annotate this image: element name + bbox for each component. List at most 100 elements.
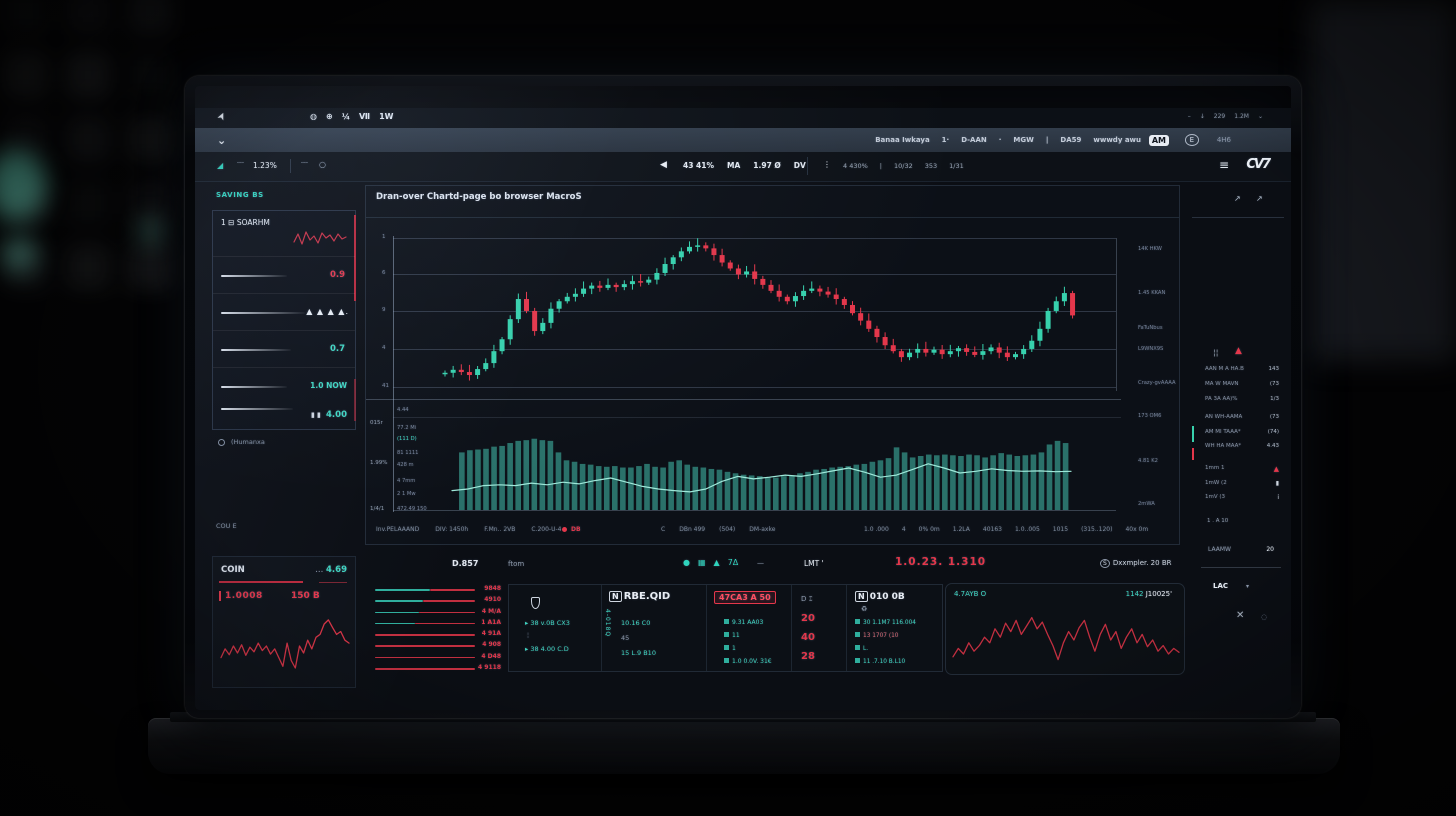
stat-row[interactable]: 1mm 1 ▲ [1205,465,1279,473]
signal-icon[interactable]: ◢ [217,161,224,170]
depth-row[interactable]: 4 908 [375,640,501,651]
teal-glow-right [138,218,164,244]
close-icon[interactable]: ✕ [1236,610,1245,621]
clock-icon [218,438,225,446]
stat-label: AN WH-AAMA [1205,414,1243,420]
watchlist-row-4[interactable]: 0.7 [213,331,355,368]
sidebar-dropdown[interactable]: LAC ▾ [1213,582,1249,590]
toolbar-right-item[interactable]: 10/32 [894,162,913,170]
position-row[interactable]: ▸ 38 v.0B CX3 [525,619,570,627]
status-group-right: 1.0 .000 4 0% 0m 1.2LA 40163 1.0..005 1015 (315… [864,522,1148,536]
nav-menu-item[interactable]: wwwdy awu [1093,136,1141,144]
region-badge[interactable]: E [1184,134,1199,146]
stat-row[interactable]: 1mW (2 ▮ [1205,480,1279,487]
depth-row[interactable]: 4910 [375,595,501,606]
nav-menu-item[interactable]: | [1045,136,1049,144]
sparkline-panel[interactable]: 4.7AYB O 1142 J10025' [945,583,1185,675]
chevron-down-icon[interactable]: ⌄ [217,133,227,147]
depth-list: 9848 4910 4 M/A 1 A1A 4 91A 4 908 4 D48 4 9118 [375,584,501,674]
circle-tool-icon[interactable]: ○ [319,160,326,169]
toolbar-right-item[interactable]: 4 430% [843,162,868,170]
title-divider [366,217,1179,218]
toolbar-center-item[interactable]: DV [793,161,806,170]
laptop: ➤ ◍ ⊕ ¼ Ⅶ 1W – ↓ 229 1.2M ⌄ ⌄ Banaa Iwkaya 1· D-AA… [185,76,1301,718]
dash-label: — [757,559,764,567]
stat-row[interactable]: 1mV (3 i [1205,494,1279,501]
stat-row: WH HA MAA* 4.43 [1205,443,1279,449]
stat-row: AN WH-AAMA (73 [1205,414,1279,420]
fraction-icon[interactable]: ¼ [341,112,350,121]
square-bullet-icon [855,658,860,663]
watt-label[interactable]: 1W [379,112,394,121]
toolbar-center-item[interactable]: 43 41% [683,161,714,170]
depth-header: D.857 [452,559,479,568]
coin-dots: ... [315,565,324,575]
chevron-down-icon: ▾ [1246,582,1250,590]
app-badge[interactable]: AM [1148,134,1169,146]
depth-row[interactable]: 4 91A [375,629,501,640]
nav-menu-item[interactable]: D-AAN [961,136,987,144]
toolbar-right-item[interactable]: | [879,162,882,170]
depth-row[interactable]: 4 D48 [375,652,501,663]
kebab-icon[interactable]: ⋮ [823,160,831,169]
nav-menu-item[interactable]: Banaa Iwkaya [875,136,930,144]
toolbar-right-item[interactable]: 1/31 [949,162,964,170]
watchlist-row-3[interactable]: ▲ ▲ ▲ ▲. [213,294,355,331]
topbar-right-group: – ↓ 229 1.2M ⌄ [1188,113,1263,120]
brand-logo: CV7 [1246,157,1271,172]
spark-label: 4.7AYB O [954,590,987,598]
watchlist-row-2[interactable]: 0.9 [213,257,355,294]
play-icon[interactable]: ◀ [660,160,667,170]
nav-end-label: 4H6 [1216,136,1231,144]
bokeh-cell [128,0,172,34]
bars-icon[interactable]: Ⅶ [358,112,371,121]
triangle-icon[interactable]: ▲ [713,558,720,567]
coin-card[interactable]: COIN ... 4.69 1.0008 150 B [212,556,356,688]
depth-row[interactable]: 4 M/A [375,607,501,618]
nav-menu-item[interactable]: 1· [941,136,950,144]
topbar-status-item: ↓ [1199,113,1205,120]
candlestick-chart[interactable] [441,229,1076,394]
grid-icon[interactable]: ▦ [697,558,706,567]
nav-menu-item[interactable]: · [998,136,1002,144]
left-misc-row[interactable]: (Humanxa [218,438,265,446]
bokeh-cell [66,116,110,162]
badge-icon[interactable]: ◍ [310,112,317,121]
stat-label: 1mm 1 [1205,465,1225,471]
square-bullet-icon [855,645,860,650]
square-bullet-icon [724,632,729,637]
recycle-icon: ♻ [861,605,868,613]
toolbar-right-item[interactable]: 353 [924,162,938,170]
account-header: 010 0B [869,592,905,602]
watchlist-row-5[interactable]: 1.0 NOW ▮ ▮ 4.00 [213,368,355,429]
x-axis-label: 1.0..005 [1014,525,1040,533]
depth-ask-line [423,600,475,602]
axis-label: 2mWA [1138,501,1155,507]
screen: ➤ ◍ ⊕ ¼ Ⅶ 1W – ↓ 229 1.2M ⌄ ⌄ Banaa Iwkaya 1· D-AA… [195,86,1291,710]
watchlist-row-symbol[interactable]: 1 ⊟ SOARHM [213,211,355,257]
status-circle-icon[interactable]: ● [683,558,690,567]
nav-menu-item[interactable]: DA59 [1060,136,1082,144]
globe-icon[interactable]: ⊕ [325,112,333,121]
summary-value: 20 [1266,546,1274,553]
teal-glow-small [2,236,36,272]
status-db-item[interactable]: DB [562,522,581,536]
expand-icon[interactable]: ↗ [1234,194,1241,203]
status-item: F.Mn.. 2VB [484,525,516,533]
position-row[interactable]: ▸ 38 4.00 C.D [525,645,569,653]
hamburger-icon[interactable]: ≡ [1218,158,1229,172]
last-price-readout: 1.0.23. 1.310 [895,556,987,568]
main-chart-panel[interactable]: Dran-over Chartd-page bo browser MacroS … [365,185,1180,545]
circle-icon[interactable]: ◌ [1261,613,1268,621]
toolbar-center-item[interactable]: 1.97 Ø [753,161,781,170]
toolbar-center-item[interactable]: MA [727,161,741,170]
delta-icon[interactable]: 7Δ [727,558,739,567]
depth-row[interactable]: 9848 [375,584,501,595]
nav-menu-item[interactable]: MGW [1013,136,1034,144]
depth-row[interactable]: 1 A1A [375,618,501,629]
row-separator: ¦ [527,632,530,639]
symbol-sparkline [293,231,347,245]
axis-label: 1 [382,234,386,240]
depth-row[interactable]: 4 9118 [375,663,501,674]
expand-icon-2[interactable]: ↗ [1256,194,1263,203]
